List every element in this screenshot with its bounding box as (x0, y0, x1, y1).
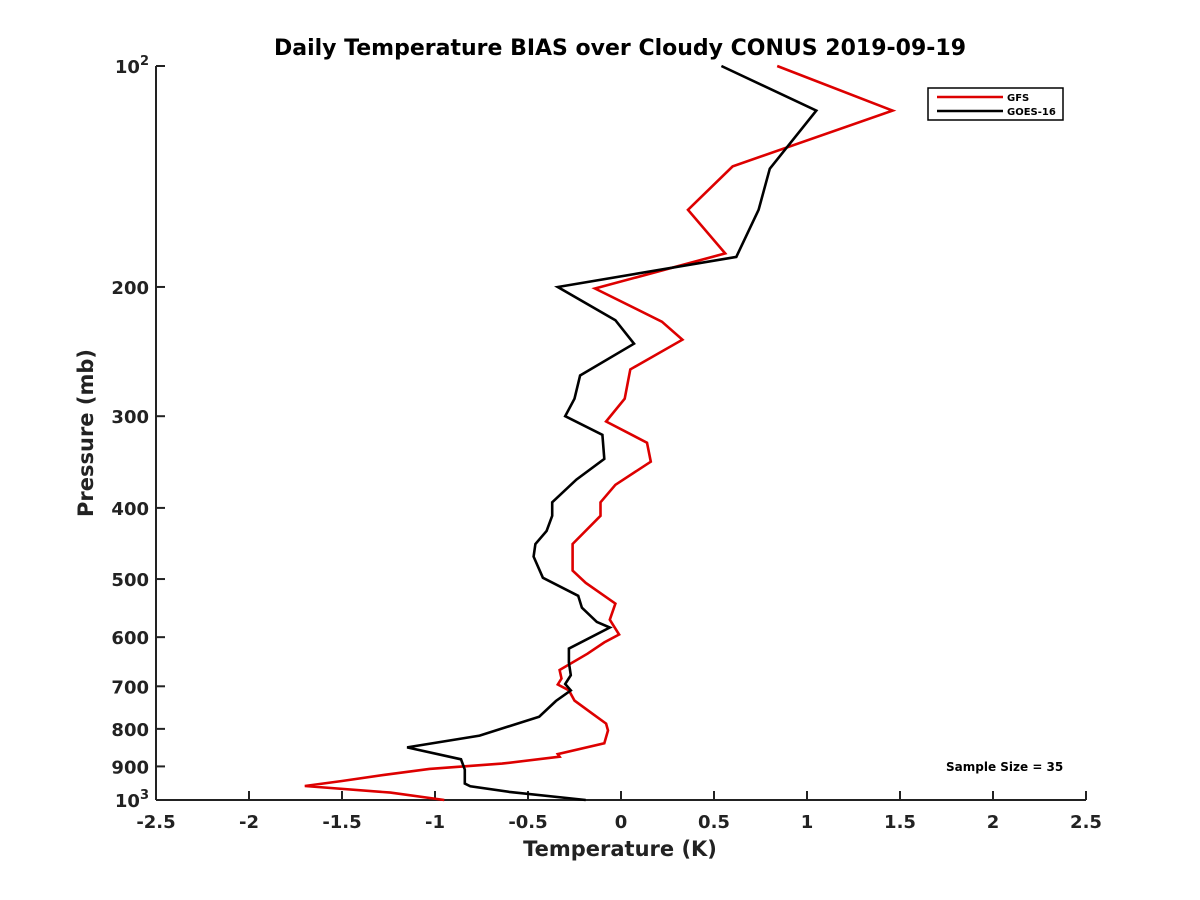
x-tick-label: -2 (239, 812, 259, 833)
legend-label-goes16: GOES-16 (1007, 107, 1056, 118)
legend-label-gfs: GFS (1007, 93, 1029, 104)
y-tick-label: 600 (111, 628, 149, 649)
x-ticks: -2.5 -2 -1.5 -1 -0.5 0 0.5 1 1.5 2 2.5 (136, 791, 1102, 833)
y-ticks: 102 200 300 400 500 600 700 800 900 103 (111, 54, 165, 812)
y-tick-label: 300 (111, 407, 149, 428)
chart-title: Daily Temperature BIAS over Cloudy CONUS… (274, 36, 966, 61)
x-tick-label: 1.5 (884, 812, 916, 833)
y-tick-label: 800 (111, 720, 149, 741)
y-tick-label: 500 (111, 570, 149, 591)
x-tick-label: 0.5 (698, 812, 730, 833)
series-line-gfs (304, 64, 897, 802)
series-layer (304, 64, 897, 802)
y-tick-label: 900 (111, 757, 149, 778)
y-tick-label: 103 (115, 788, 149, 812)
x-tick-label: -1 (425, 812, 445, 833)
x-tick-label: -0.5 (508, 812, 547, 833)
y-axis-label: Pressure (mb) (74, 349, 98, 517)
y-tick-label: 200 (111, 278, 149, 299)
legend-box (927, 87, 1064, 121)
sample-size-annotation: Sample Size = 35 (946, 760, 1063, 774)
plot-axes (155, 66, 1086, 801)
x-tick-label: 0 (615, 812, 628, 833)
x-tick-label: -2.5 (136, 812, 175, 833)
series-line-goes16 (406, 64, 819, 802)
legend: GFS GOES-16 (927, 87, 1064, 121)
y-tick-label: 400 (111, 499, 149, 520)
x-tick-label: -1.5 (322, 812, 361, 833)
y-tick-label: 102 (115, 54, 149, 78)
x-tick-label: 2 (987, 812, 1000, 833)
x-tick-label: 1 (801, 812, 814, 833)
x-axis-label: Temperature (K) (523, 837, 717, 861)
y-tick-label: 700 (111, 677, 149, 698)
x-tick-label: 2.5 (1070, 812, 1102, 833)
